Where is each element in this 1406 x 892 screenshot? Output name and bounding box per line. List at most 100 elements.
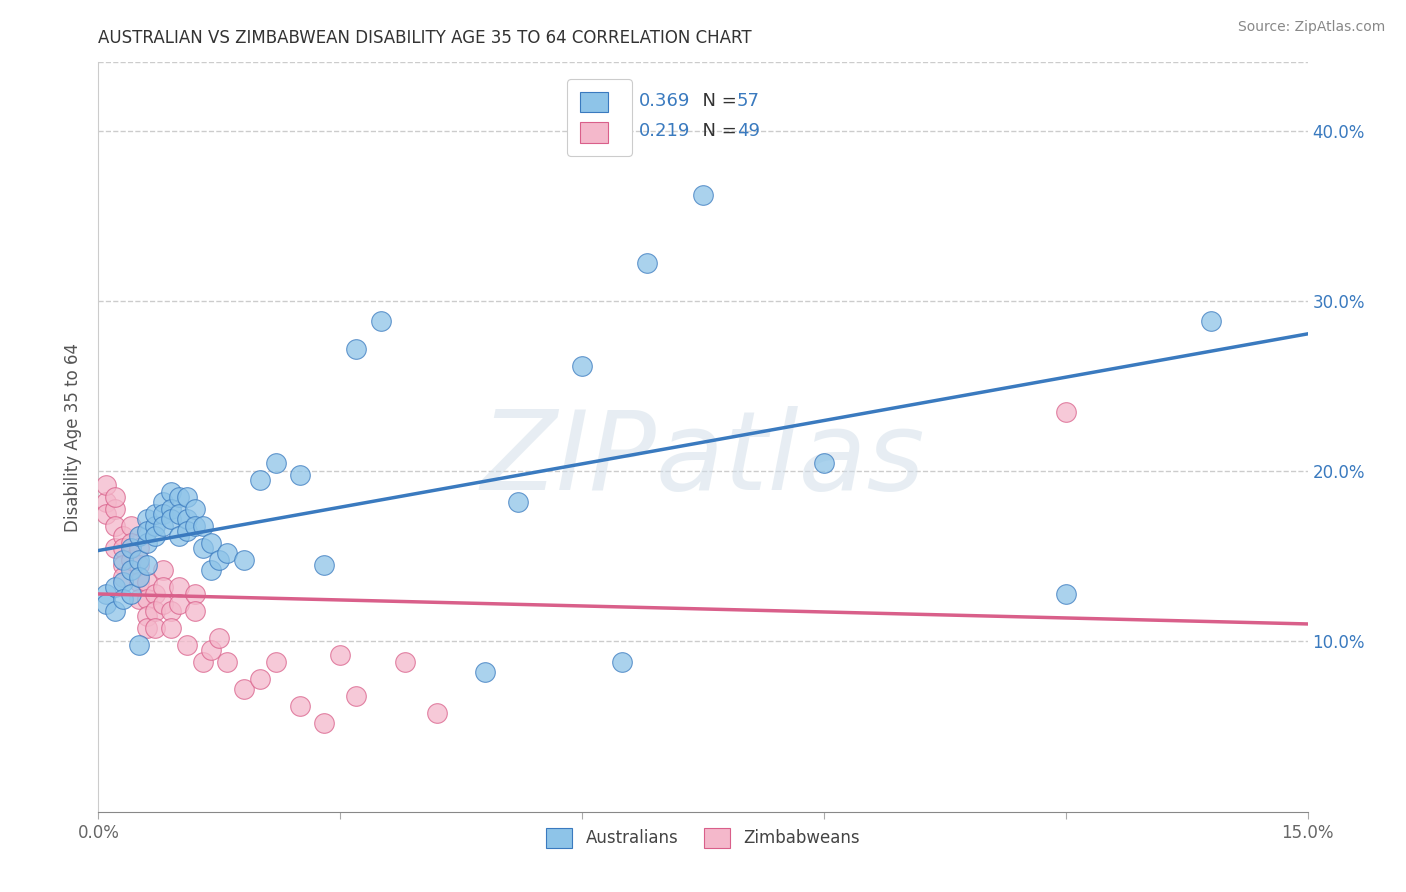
- Point: [128, 570, 150, 584]
- Point: [120, 518, 142, 533]
- Point: [394, 655, 416, 669]
- Point: [111, 529, 134, 543]
- Text: 0.219: 0.219: [638, 122, 690, 140]
- Point: [152, 518, 174, 533]
- Point: [120, 587, 142, 601]
- Point: [160, 501, 183, 516]
- Point: [111, 541, 134, 555]
- Point: [120, 535, 142, 549]
- Point: [344, 342, 367, 356]
- Point: [217, 546, 239, 560]
- Y-axis label: Disability Age 35 to 64: Disability Age 35 to 64: [63, 343, 82, 532]
- Point: [96, 477, 118, 491]
- Text: R =: R =: [600, 122, 640, 140]
- Point: [135, 535, 157, 549]
- Point: [111, 552, 134, 566]
- Text: N =: N =: [690, 93, 742, 111]
- Point: [152, 597, 174, 611]
- Text: 57: 57: [737, 93, 759, 111]
- Point: [200, 643, 222, 657]
- Point: [143, 507, 166, 521]
- Point: [167, 597, 190, 611]
- Point: [111, 570, 134, 584]
- Point: [152, 507, 174, 521]
- Point: [208, 552, 231, 566]
- Point: [111, 574, 134, 589]
- Point: [184, 501, 207, 516]
- Point: [208, 631, 231, 645]
- Point: [1054, 404, 1077, 418]
- Point: [636, 256, 658, 270]
- Point: [344, 689, 367, 703]
- Point: [167, 580, 190, 594]
- Point: [193, 541, 215, 555]
- Point: [135, 608, 157, 623]
- Point: [176, 524, 198, 538]
- Text: N =: N =: [690, 122, 742, 140]
- Point: [143, 529, 166, 543]
- Point: [143, 621, 166, 635]
- Point: [103, 518, 125, 533]
- Point: [128, 574, 150, 589]
- Point: [128, 529, 150, 543]
- Point: [506, 495, 529, 509]
- Point: [152, 580, 174, 594]
- Point: [135, 574, 157, 589]
- Point: [314, 558, 336, 572]
- Point: [176, 490, 198, 504]
- Point: [264, 655, 287, 669]
- Point: [571, 359, 593, 373]
- Point: [160, 484, 183, 499]
- Point: [128, 558, 150, 572]
- Point: [103, 580, 125, 594]
- Point: [193, 518, 215, 533]
- Point: [232, 682, 254, 697]
- Point: [103, 490, 125, 504]
- Point: [184, 518, 207, 533]
- Point: [217, 655, 239, 669]
- Point: [692, 188, 714, 202]
- Point: [167, 490, 190, 504]
- Point: [128, 591, 150, 606]
- Text: Source: ZipAtlas.com: Source: ZipAtlas.com: [1237, 20, 1385, 34]
- Point: [96, 597, 118, 611]
- Point: [135, 524, 157, 538]
- Point: [193, 655, 215, 669]
- Point: [329, 648, 352, 662]
- Point: [426, 706, 449, 720]
- Point: [135, 621, 157, 635]
- Point: [200, 535, 222, 549]
- Point: [249, 672, 271, 686]
- Point: [288, 699, 311, 714]
- Point: [314, 716, 336, 731]
- Text: ZIPatlas: ZIPatlas: [481, 406, 925, 513]
- Point: [143, 587, 166, 601]
- Point: [128, 552, 150, 566]
- Point: [1054, 587, 1077, 601]
- Point: [160, 604, 183, 618]
- Point: [232, 552, 254, 566]
- Point: [120, 552, 142, 566]
- Point: [370, 314, 392, 328]
- Point: [135, 512, 157, 526]
- Point: [120, 541, 142, 555]
- Text: 49: 49: [737, 122, 759, 140]
- Point: [167, 507, 190, 521]
- Point: [96, 507, 118, 521]
- Point: [103, 604, 125, 618]
- Point: [111, 591, 134, 606]
- Point: [176, 512, 198, 526]
- Point: [176, 638, 198, 652]
- Point: [167, 529, 190, 543]
- Point: [160, 512, 183, 526]
- Point: [103, 501, 125, 516]
- Legend: Australians, Zimbabweans: Australians, Zimbabweans: [537, 820, 869, 855]
- Point: [184, 587, 207, 601]
- Text: AUSTRALIAN VS ZIMBABWEAN DISABILITY AGE 35 TO 64 CORRELATION CHART: AUSTRALIAN VS ZIMBABWEAN DISABILITY AGE …: [98, 29, 752, 47]
- Point: [135, 591, 157, 606]
- Point: [160, 621, 183, 635]
- Point: [264, 456, 287, 470]
- Point: [288, 467, 311, 482]
- Point: [152, 495, 174, 509]
- Point: [474, 665, 496, 679]
